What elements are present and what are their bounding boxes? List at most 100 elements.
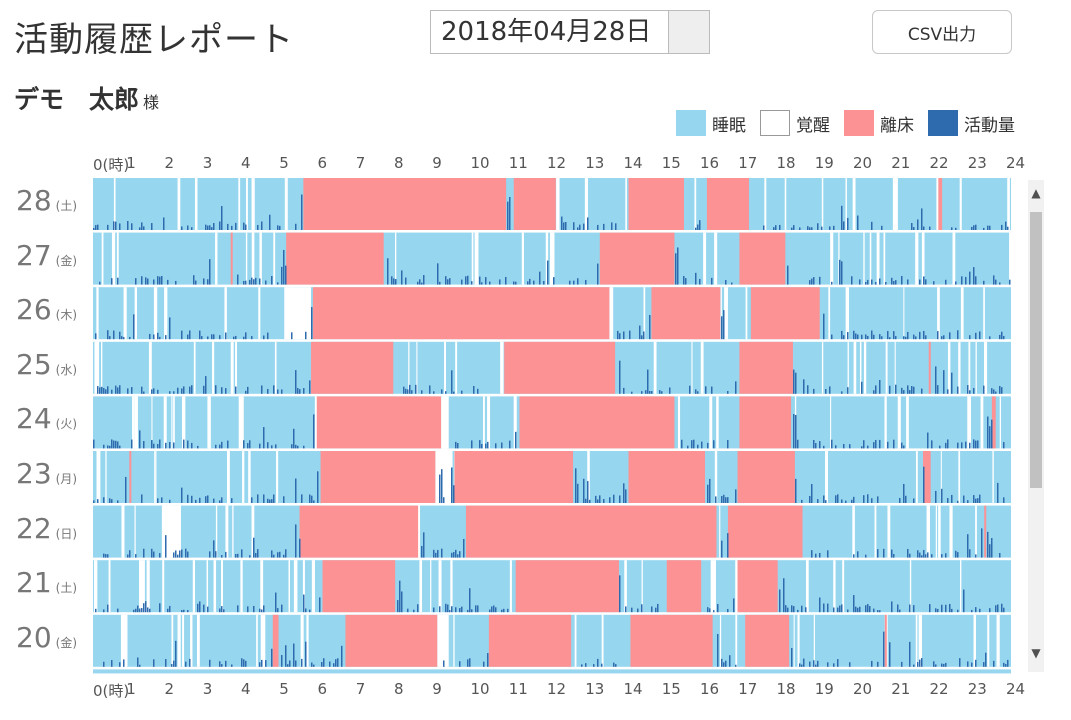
- awake-streak: [134, 287, 137, 340]
- awake-streak: [937, 287, 940, 340]
- activity-bar: [243, 280, 245, 285]
- awake-segment: [437, 614, 449, 667]
- activity-bar: [773, 227, 775, 230]
- scroll-down-arrow-icon[interactable]: ▼: [1031, 646, 1041, 660]
- activity-bar: [847, 609, 849, 613]
- activity-bar: [199, 497, 201, 503]
- date-input[interactable]: 2018年04月28日: [431, 11, 669, 53]
- activity-bar: [827, 550, 829, 558]
- awake-streak: [513, 396, 517, 449]
- activity-bar: [919, 552, 921, 558]
- activity-bar: [203, 278, 205, 285]
- activity-bar: [583, 478, 585, 503]
- awake-streak: [710, 560, 714, 613]
- activity-bar: [987, 416, 989, 449]
- activity-bar: [185, 548, 187, 558]
- awake-streak: [805, 560, 809, 613]
- out-of-bed-segment: [230, 232, 233, 285]
- activity-bar: [973, 388, 975, 394]
- activity-bar: [945, 662, 947, 667]
- activity-bar: [499, 279, 501, 285]
- activity-bar: [879, 334, 881, 340]
- activity-bar: [957, 552, 959, 558]
- activity-bar: [195, 280, 197, 285]
- awake-streak: [121, 505, 125, 558]
- awake-streak: [171, 396, 173, 449]
- out-of-bed-segment: [454, 451, 574, 503]
- awake-streak: [691, 341, 693, 394]
- activity-bar: [147, 278, 149, 285]
- activity-bar: [903, 336, 905, 340]
- user-honorific: 様: [143, 93, 160, 112]
- activity-bar: [107, 330, 109, 340]
- legend-swatch-sleep: [676, 110, 706, 136]
- date-picker[interactable]: 2018年04月28日: [430, 10, 710, 54]
- awake-streak: [975, 505, 977, 558]
- activity-bar: [111, 439, 113, 449]
- day-label-24: 24 (火): [16, 402, 92, 435]
- activity-bar: [883, 548, 885, 558]
- activity-bar: [293, 643, 295, 667]
- awake-streak: [111, 232, 116, 285]
- activity-bar: [843, 335, 845, 340]
- scroll-thumb[interactable]: [1030, 212, 1042, 488]
- activity-bar: [819, 276, 821, 285]
- scroll-up-arrow-icon[interactable]: ▲: [1031, 186, 1041, 200]
- activity-bar: [169, 317, 171, 340]
- day-number: 26: [16, 293, 52, 327]
- activity-bar: [227, 223, 229, 230]
- axis-bottom-tick-14: 14: [623, 680, 643, 698]
- awake-streak: [952, 232, 956, 285]
- activity-bar: [421, 282, 423, 285]
- activity-bar: [247, 386, 249, 394]
- activity-bar: [581, 664, 583, 667]
- awake-streak: [141, 560, 145, 613]
- activity-bar: [965, 441, 967, 449]
- activity-bar: [153, 551, 155, 558]
- axis-bottom-tick-20: 20: [853, 680, 873, 698]
- awake-streak: [883, 232, 886, 285]
- activity-bar: [625, 489, 627, 503]
- activity-bar: [135, 608, 137, 613]
- activity-bar: [785, 605, 787, 613]
- activity-bar: [929, 604, 931, 613]
- activity-bar: [793, 414, 795, 449]
- activity-bar: [735, 489, 737, 503]
- activity-bar: [145, 277, 147, 285]
- awake-streak: [643, 287, 646, 340]
- vertical-scrollbar[interactable]: ▲ ▼: [1028, 180, 1044, 672]
- activity-bar: [921, 658, 923, 667]
- activity-bar: [139, 430, 141, 449]
- activity-bar: [279, 551, 281, 558]
- activity-bar: [989, 544, 991, 558]
- activity-bar: [697, 224, 699, 230]
- activity-bar: [823, 495, 825, 503]
- activity-bar: [717, 633, 719, 667]
- awake-streak: [438, 560, 442, 613]
- out-of-bed-segment: [739, 341, 793, 394]
- out-of-bed-segment: [599, 232, 675, 285]
- activity-bar: [533, 280, 535, 285]
- calendar-button[interactable]: [669, 11, 709, 53]
- activity-bar: [103, 609, 105, 613]
- activity-bar: [485, 277, 487, 285]
- activity-bar: [979, 331, 981, 340]
- activity-bar: [823, 313, 825, 340]
- activity-bar: [157, 276, 159, 285]
- csv-export-button[interactable]: CSV出力: [872, 10, 1012, 54]
- awake-streak: [408, 341, 410, 394]
- activity-bar: [879, 278, 881, 285]
- awake-streak: [863, 232, 865, 285]
- activity-bar: [127, 221, 129, 230]
- activity-bar: [463, 538, 465, 558]
- awake-streak: [641, 560, 643, 613]
- activity-bar: [875, 385, 877, 394]
- activity-bar: [881, 336, 883, 340]
- activity-bar: [923, 549, 925, 558]
- activity-bar: [243, 659, 245, 667]
- activity-bar: [877, 610, 879, 613]
- activity-bar: [115, 385, 117, 394]
- awake-streak: [148, 341, 152, 394]
- activity-bar: [687, 445, 689, 449]
- activity-bar: [197, 445, 199, 449]
